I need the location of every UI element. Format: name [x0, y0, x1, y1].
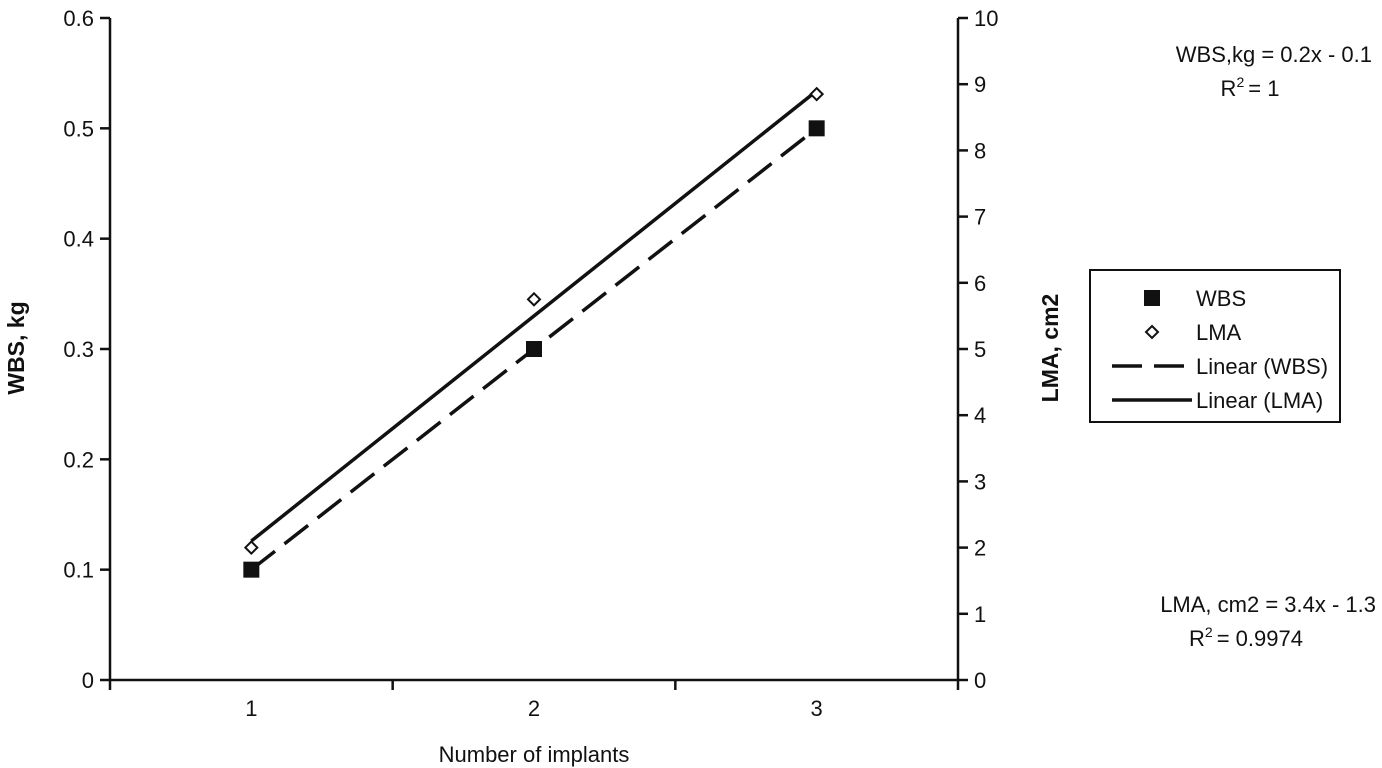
legend-marker	[1144, 290, 1160, 306]
point-lma	[526, 291, 542, 307]
point-wbs	[808, 120, 825, 137]
data-points	[243, 86, 825, 578]
x-tick-label: 1	[245, 696, 257, 721]
wbs-r2-prefix: R	[1221, 76, 1237, 101]
trendlines	[250, 89, 818, 572]
y2-tick-label: 3	[974, 469, 986, 494]
y2-tick-label: 5	[974, 337, 986, 362]
lma-r2-prefix: R	[1189, 626, 1205, 651]
y2-axis-title: LMA, cm2	[1037, 294, 1063, 403]
trendline-lma	[250, 89, 818, 543]
legend-label: LMA	[1196, 320, 1242, 345]
y2-tick-label: 6	[974, 271, 986, 296]
wbs-r2-sup: 2	[1236, 74, 1244, 90]
legend-label: Linear (LMA)	[1196, 388, 1323, 413]
legend-label: WBS	[1196, 286, 1246, 311]
y2-tick-label: 2	[974, 536, 986, 561]
point-lma	[809, 86, 825, 102]
y2-tick-label: 8	[974, 138, 986, 163]
lma-r2-value: = 0.9974	[1217, 626, 1303, 651]
lma-r2-text: R2 = 0.9974	[1189, 624, 1303, 651]
legend-label: Linear (WBS)	[1196, 354, 1328, 379]
legend: WBS LMA Linear (WBS) Linear (LMA)	[1089, 269, 1341, 423]
point-lma	[243, 540, 259, 556]
point-wbs	[243, 561, 260, 578]
y2-tick-label: 7	[974, 205, 986, 230]
lma-r2-sup: 2	[1205, 624, 1213, 640]
lma-trend-equation: LMA, cm2 = 3.4x - 1.3 R2 = 0.9974	[1160, 592, 1376, 651]
y-tick-label: 0.1	[63, 558, 94, 583]
y-tick-label: 0.2	[63, 447, 94, 472]
y2-tick-label: 1	[974, 602, 986, 627]
ticks: 0 0.1 0.2 0.3 0.4 0.5 0.6 0 1 2 3 4 5 6 7 8 9 10 1 2 3	[63, 6, 998, 721]
y2-tick-label: 0	[974, 668, 986, 693]
lma-equation-text: LMA, cm2 = 3.4x - 1.3	[1160, 592, 1376, 617]
y-tick-label: 0	[82, 668, 94, 693]
legend-marker	[1144, 324, 1160, 340]
point-wbs	[526, 341, 542, 357]
legend-box	[1089, 269, 1341, 423]
wbs-r2-value: = 1	[1248, 76, 1279, 101]
y-tick-label: 0.6	[63, 6, 94, 31]
y2-tick-label: 9	[974, 72, 986, 97]
y2-tick-label: 4	[974, 403, 986, 428]
y-tick-label: 0.5	[63, 116, 94, 141]
x-tick-label: 3	[811, 696, 823, 721]
wbs-equation-text: WBS,kg = 0.2x - 0.1	[1176, 42, 1372, 67]
y-axis-title: WBS, kg	[3, 301, 29, 394]
wbs-trend-equation: WBS,kg = 0.2x - 0.1 R2 = 1	[1176, 42, 1372, 101]
x-axis-title: Number of implants	[439, 742, 630, 767]
y-tick-label: 0.3	[63, 337, 94, 362]
x-tick-label: 2	[528, 696, 540, 721]
y-tick-label: 0.4	[63, 227, 94, 252]
wbs-r2-text: R2 = 1	[1221, 74, 1280, 101]
y2-tick-label: 10	[974, 6, 998, 31]
